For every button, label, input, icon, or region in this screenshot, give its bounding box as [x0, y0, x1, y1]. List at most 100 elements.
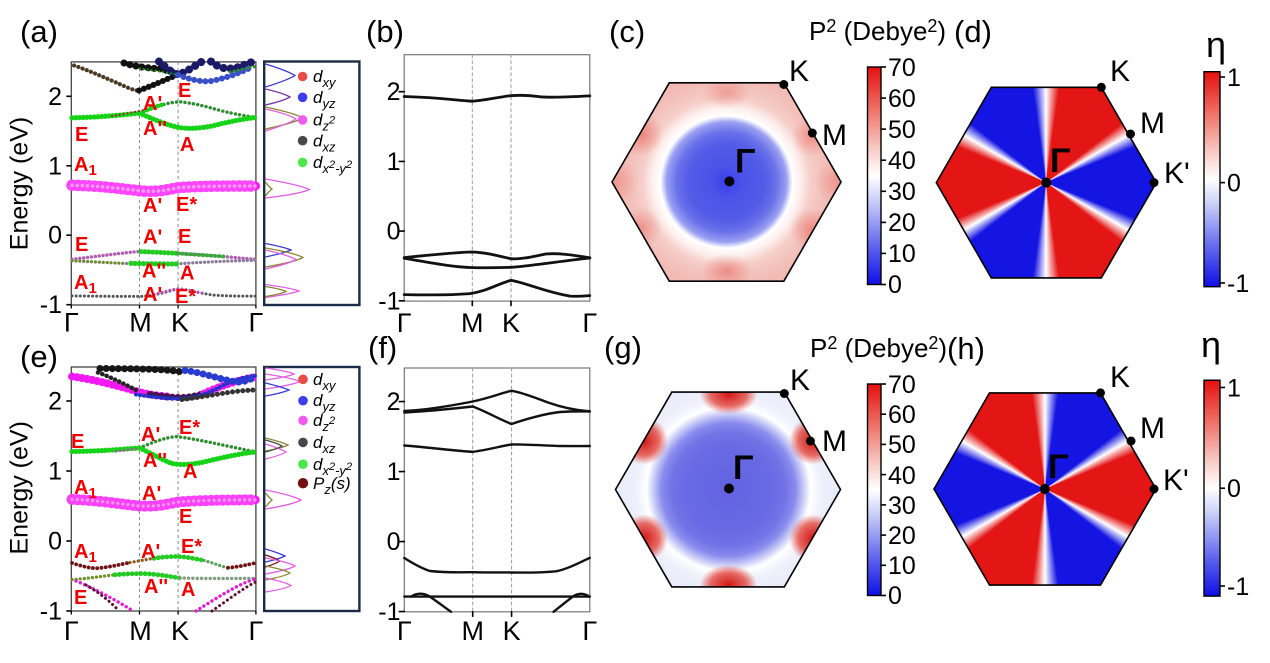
svg-text:dxy: dxy	[313, 67, 337, 90]
svg-text:M: M	[822, 425, 847, 458]
svg-text:P2 (Debye2): P2 (Debye2)	[809, 16, 946, 46]
svg-text:-1: -1	[40, 291, 62, 319]
svg-text:Energy (eV): Energy (eV)	[6, 421, 34, 554]
svg-text:0: 0	[1227, 170, 1241, 198]
svg-text:2: 2	[48, 388, 62, 416]
svg-text:60: 60	[888, 401, 916, 429]
svg-text:20: 20	[888, 209, 916, 237]
svg-text:1: 1	[48, 458, 62, 486]
svg-text:-1: -1	[378, 287, 400, 315]
svg-text:E*: E*	[179, 417, 200, 439]
svg-text:Γ: Γ	[735, 143, 755, 181]
svg-text:E*: E*	[181, 536, 202, 558]
svg-text:10: 10	[888, 552, 916, 580]
svg-text:A'': A''	[142, 261, 166, 283]
svg-text:50: 50	[888, 431, 916, 459]
svg-text:A: A	[183, 461, 197, 483]
svg-text:dz2: dz2	[313, 111, 335, 134]
svg-text:A'': A''	[144, 576, 168, 598]
svg-text:A': A'	[143, 227, 162, 249]
svg-text:E: E	[71, 431, 84, 453]
svg-text:1: 1	[1227, 375, 1241, 403]
svg-text:E: E	[178, 226, 191, 248]
svg-text:1: 1	[387, 458, 401, 486]
svg-text:E*: E*	[175, 286, 196, 308]
svg-text:A'': A''	[143, 118, 167, 140]
svg-text:A'': A''	[143, 450, 167, 472]
svg-text:Pz(s): Pz(s)	[313, 474, 351, 497]
svg-text:K: K	[1110, 361, 1130, 394]
svg-text:Γ: Γ	[248, 308, 263, 338]
svg-text:A': A'	[143, 93, 162, 115]
svg-text:K: K	[1110, 55, 1130, 88]
svg-text:(h): (h)	[947, 331, 985, 366]
svg-text:A: A	[181, 579, 195, 601]
svg-text:0: 0	[387, 218, 401, 246]
svg-text:dxz: dxz	[313, 131, 336, 154]
svg-text:dxy: dxy	[313, 370, 337, 393]
svg-text:A': A'	[142, 483, 161, 505]
svg-text:2: 2	[48, 83, 62, 111]
svg-text:M: M	[822, 119, 847, 152]
svg-text:dz2: dz2	[313, 411, 335, 434]
svg-text:1: 1	[1227, 64, 1241, 92]
svg-text:η: η	[1201, 324, 1221, 365]
svg-text:(b): (b)	[366, 14, 404, 49]
svg-text:-1: -1	[378, 598, 400, 626]
svg-text:A1: A1	[74, 272, 97, 297]
svg-text:A: A	[180, 263, 194, 285]
svg-text:Γ: Γ	[248, 616, 263, 646]
svg-text:dyz: dyz	[313, 88, 336, 111]
svg-text:(a): (a)	[20, 14, 58, 49]
svg-text:(f): (f)	[368, 330, 397, 365]
svg-text:40: 40	[888, 462, 916, 490]
svg-text:η: η	[1206, 24, 1226, 65]
svg-text:Γ: Γ	[582, 616, 597, 646]
svg-text:Γ: Γ	[64, 616, 79, 646]
svg-text:A': A'	[141, 424, 160, 446]
svg-text:A': A'	[143, 284, 162, 306]
svg-text:0: 0	[48, 222, 62, 250]
svg-text:(e): (e)	[20, 339, 58, 374]
svg-text:E: E	[75, 124, 88, 146]
svg-text:1: 1	[387, 148, 401, 176]
svg-text:(c): (c)	[609, 14, 645, 49]
svg-text:Γ: Γ	[397, 308, 412, 338]
svg-text:K: K	[790, 364, 810, 397]
svg-text:K': K'	[1163, 464, 1189, 497]
svg-text:70: 70	[888, 371, 916, 399]
svg-text:Γ: Γ	[582, 308, 597, 338]
svg-text:M: M	[461, 616, 484, 646]
svg-text:50: 50	[888, 116, 916, 144]
svg-text:Γ: Γ	[397, 616, 412, 646]
svg-text:A': A'	[141, 541, 160, 563]
svg-text:M: M	[129, 308, 152, 338]
svg-text:(g): (g)	[604, 330, 642, 365]
svg-text:A1: A1	[74, 477, 97, 502]
svg-text:K': K'	[1164, 157, 1190, 190]
svg-text:dxz: dxz	[313, 433, 336, 456]
svg-text:A1: A1	[74, 154, 97, 179]
svg-text:M: M	[461, 308, 484, 338]
svg-text:0: 0	[1227, 475, 1241, 503]
svg-text:(d): (d)	[954, 14, 992, 49]
svg-text:A1: A1	[74, 541, 97, 566]
svg-text:0: 0	[387, 528, 401, 556]
svg-text:Γ: Γ	[1048, 448, 1068, 486]
svg-text:20: 20	[888, 522, 916, 550]
svg-text:K: K	[171, 308, 189, 338]
svg-text:2: 2	[387, 78, 401, 106]
svg-text:70: 70	[888, 54, 916, 82]
svg-text:E: E	[178, 80, 191, 102]
svg-text:A: A	[180, 134, 194, 156]
svg-text:-1: -1	[1227, 573, 1249, 601]
svg-text:M: M	[1140, 107, 1165, 140]
svg-text:Γ: Γ	[733, 449, 753, 487]
svg-text:P2 (Debye2): P2 (Debye2)	[810, 333, 947, 363]
svg-text:dx2-y2: dx2-y2	[313, 153, 352, 176]
svg-text:10: 10	[888, 240, 916, 268]
svg-text:0: 0	[888, 582, 902, 610]
svg-text:E: E	[179, 506, 192, 528]
svg-text:2: 2	[387, 388, 401, 416]
svg-text:E: E	[75, 234, 88, 256]
